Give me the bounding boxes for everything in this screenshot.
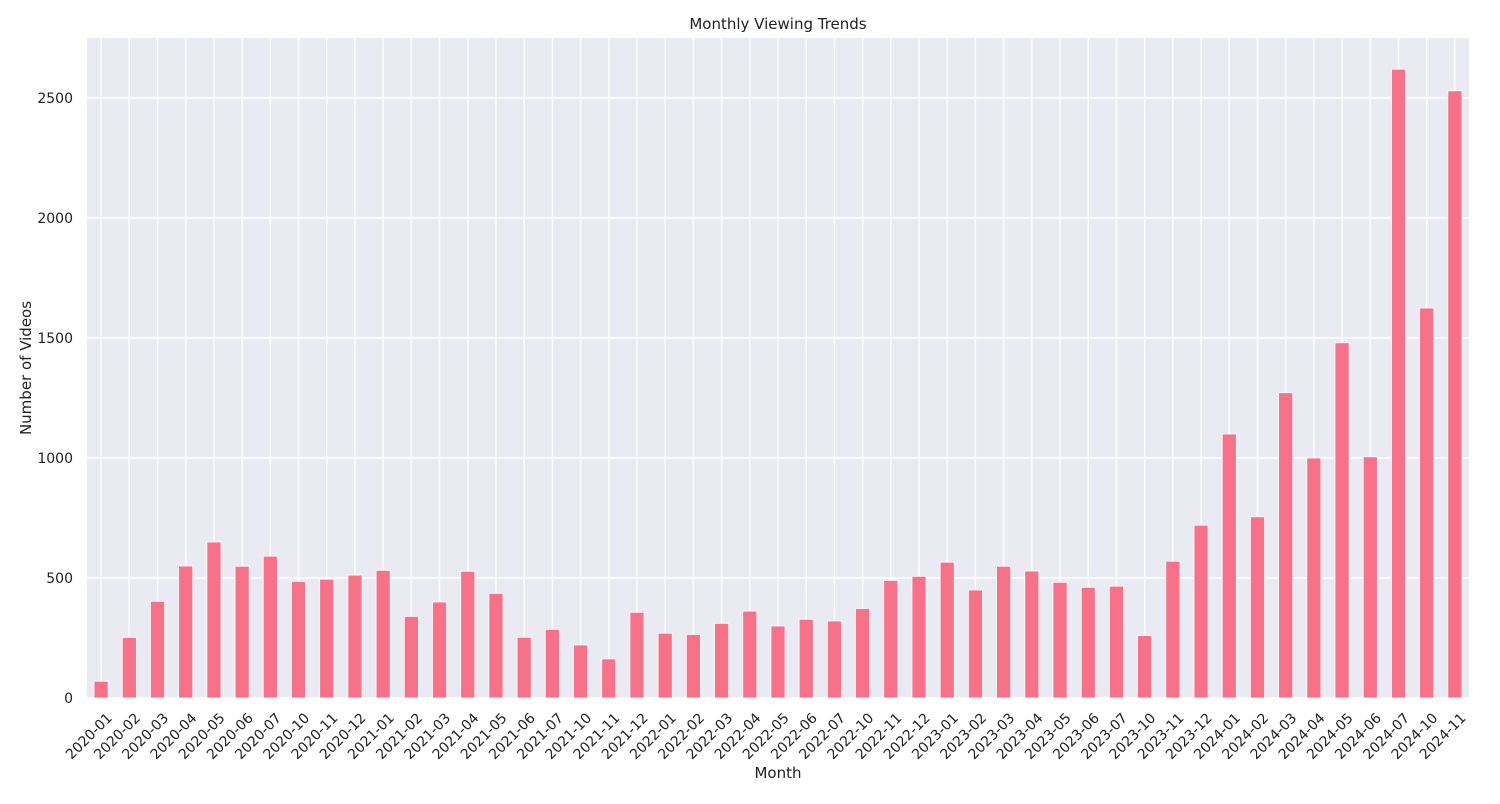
bar-2022-04 bbox=[742, 610, 758, 699]
bar-2021-10 bbox=[573, 644, 589, 699]
bar-2024-03 bbox=[1278, 392, 1294, 699]
chart-title: Monthly Viewing Trends bbox=[689, 15, 866, 33]
y-tick-label: 1000 bbox=[37, 451, 73, 467]
bar-2023-03 bbox=[996, 565, 1012, 699]
y-axis-label: Number of Videos bbox=[17, 301, 35, 435]
bar-2022-03 bbox=[714, 622, 730, 699]
bar-2022-01 bbox=[657, 632, 673, 699]
y-tick-label: 0 bbox=[64, 691, 73, 707]
bar-2020-05 bbox=[206, 541, 222, 699]
bar-2020-06 bbox=[234, 565, 250, 699]
bar-2021-01 bbox=[375, 569, 391, 699]
bar-2020-12 bbox=[347, 574, 363, 699]
bar-2024-05 bbox=[1334, 342, 1350, 699]
bar-2023-05 bbox=[1052, 581, 1068, 699]
bar-2023-01 bbox=[939, 561, 955, 699]
bar-2024-06 bbox=[1362, 456, 1378, 699]
bar-2020-07 bbox=[262, 555, 278, 699]
bar-2022-07 bbox=[826, 620, 842, 699]
bar-2021-03 bbox=[432, 601, 448, 699]
bar-2021-06 bbox=[516, 636, 532, 699]
y-tick-label: 2500 bbox=[37, 91, 73, 107]
bar-2024-01 bbox=[1221, 433, 1237, 699]
x-tick-labels: 2020-012020-022020-032020-042020-052020-… bbox=[63, 710, 1469, 763]
bar-2022-02 bbox=[685, 634, 701, 699]
bar-2021-07 bbox=[544, 628, 560, 699]
y-tick-label: 500 bbox=[46, 571, 73, 587]
bar-2021-04 bbox=[460, 570, 476, 699]
bar-2022-06 bbox=[798, 618, 814, 699]
bar-2020-01 bbox=[93, 680, 109, 699]
bars bbox=[93, 68, 1463, 699]
bar-2023-02 bbox=[967, 589, 983, 699]
bar-2024-11 bbox=[1447, 90, 1463, 699]
bar-2023-12 bbox=[1193, 524, 1209, 699]
bar-2023-10 bbox=[1137, 635, 1153, 699]
bar-2021-12 bbox=[629, 611, 645, 699]
bar-2022-10 bbox=[855, 608, 871, 699]
bar-2020-02 bbox=[121, 637, 137, 699]
y-tick-label: 1500 bbox=[37, 331, 73, 347]
bar-2020-11 bbox=[319, 578, 335, 699]
bar-2020-04 bbox=[178, 565, 194, 699]
bar-2021-05 bbox=[488, 592, 504, 699]
y-tick-labels: 0 500 1000 1500 2000 2500 bbox=[37, 91, 73, 707]
bar-2023-06 bbox=[1080, 586, 1096, 699]
bar-2023-11 bbox=[1165, 560, 1181, 699]
bar-2022-05 bbox=[770, 625, 786, 699]
bar-2023-04 bbox=[1024, 570, 1040, 699]
bar-2020-03 bbox=[150, 600, 165, 699]
bar-2024-04 bbox=[1306, 457, 1322, 699]
bar-2022-11 bbox=[883, 580, 899, 699]
bar-2020-10 bbox=[291, 580, 306, 699]
bar-2023-07 bbox=[1108, 585, 1124, 699]
bar-2024-02 bbox=[1250, 516, 1265, 699]
bar-2024-07 bbox=[1391, 68, 1406, 699]
y-tick-label: 2000 bbox=[37, 211, 73, 227]
x-axis-label: Month bbox=[754, 764, 801, 782]
bar-2022-12 bbox=[911, 575, 927, 699]
bar-2024-10 bbox=[1419, 307, 1435, 699]
bar-2021-11 bbox=[601, 658, 617, 699]
bar-2021-02 bbox=[403, 616, 419, 699]
